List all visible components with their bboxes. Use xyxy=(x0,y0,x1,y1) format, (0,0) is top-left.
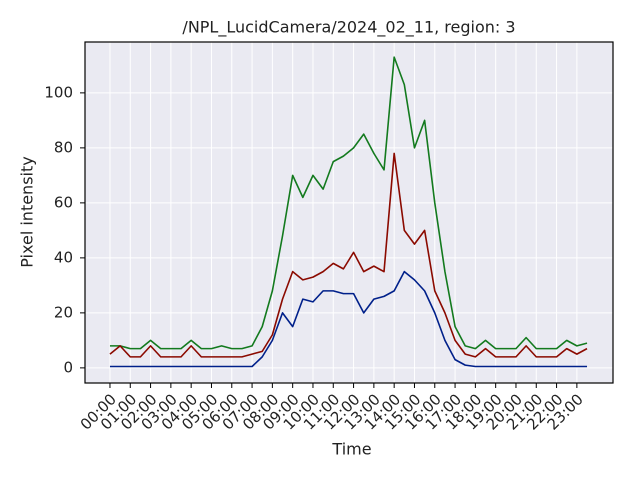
y-tick-label: 40 xyxy=(54,248,73,266)
series-line xyxy=(109,270,588,368)
y-tick-label: 80 xyxy=(54,138,73,156)
y-tick-label: 60 xyxy=(54,193,73,211)
x-axis-label: Time xyxy=(331,440,371,459)
y-tick-label: 100 xyxy=(44,83,73,101)
y-tick-label: 0 xyxy=(63,358,73,376)
y-tick-label: 20 xyxy=(54,303,73,321)
grid xyxy=(85,42,613,383)
series-line xyxy=(109,56,588,350)
series-line xyxy=(109,152,588,358)
chart-title: /NPL_LucidCamera/2024_02_11, region: 3 xyxy=(182,18,515,38)
plot-frame xyxy=(84,41,614,384)
lines xyxy=(109,56,588,368)
y-axis-label: Pixel intensity xyxy=(18,156,37,267)
plot-area xyxy=(85,42,613,383)
